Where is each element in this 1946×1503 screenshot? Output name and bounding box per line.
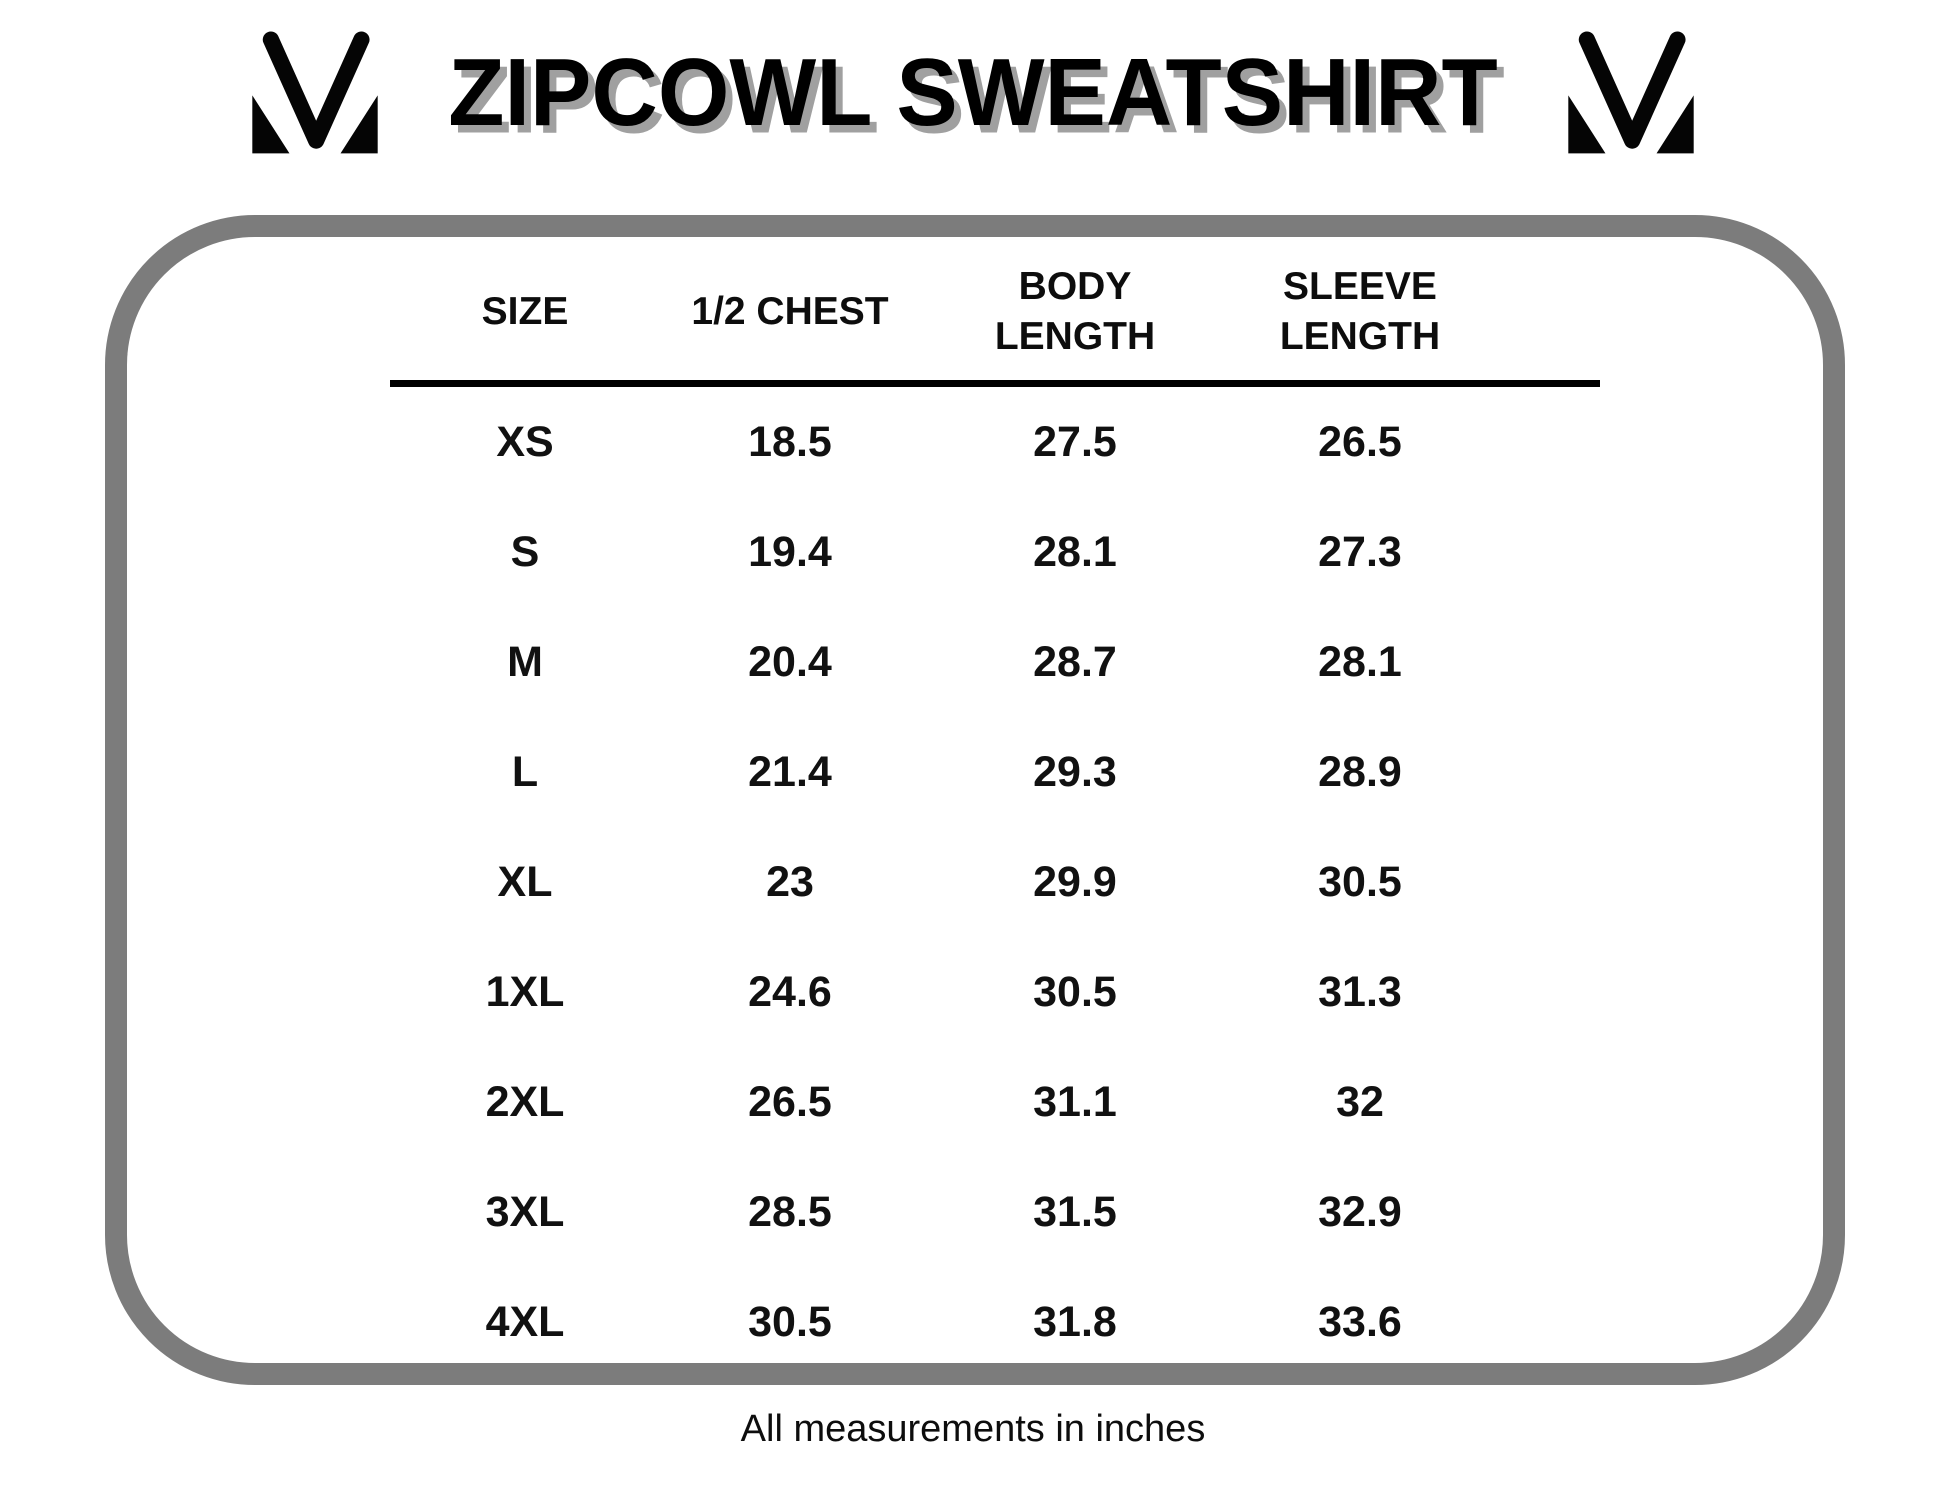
measurement-cell: 30.5 xyxy=(1033,967,1117,1016)
table-row: 1XL 24.6 30.5 31.3 xyxy=(390,937,1600,1047)
measurement-cell: 31.5 xyxy=(1033,1187,1117,1236)
size-label-cell: 2XL xyxy=(485,1077,565,1126)
size-label-cell: 4XL xyxy=(485,1297,565,1346)
size-label-cell: XS xyxy=(496,417,554,466)
measurement-cell: 30.5 xyxy=(1318,857,1402,906)
column-header-text: BODY xyxy=(1018,265,1132,308)
table-row: XS 18.5 27.5 26.5 xyxy=(390,387,1600,497)
measurement-cell: 30.5 xyxy=(748,1297,832,1346)
measurement-cell: 26.5 xyxy=(1318,417,1402,466)
column-header-text: 1/2 CHEST xyxy=(691,290,889,333)
column-header-body-length: BODY LENGTH xyxy=(920,262,1230,362)
measurement-cell: 31.3 xyxy=(1318,967,1402,1016)
size-label-cell: XL xyxy=(497,857,553,906)
measurement-cell: 20.4 xyxy=(748,637,832,686)
measurements-note: All measurements in inches xyxy=(740,1408,1206,1450)
measurement-cell: 24.6 xyxy=(748,967,832,1016)
table-row: 2XL 26.5 31.1 32 xyxy=(390,1047,1600,1157)
measurement-cell: 28.1 xyxy=(1318,637,1402,686)
measurement-cell: 18.5 xyxy=(748,417,832,466)
measurement-cell: 29.3 xyxy=(1033,747,1117,796)
column-header-text: LENGTH xyxy=(994,315,1156,358)
measurement-cell: 31.8 xyxy=(1033,1297,1117,1346)
measurement-cell: 31.1 xyxy=(1033,1077,1117,1126)
size-label-cell: M xyxy=(507,637,543,686)
measurement-cell: 23 xyxy=(766,857,814,906)
measurement-cell: 29.9 xyxy=(1033,857,1117,906)
column-header-half-chest: 1/2 CHEST xyxy=(660,287,920,337)
size-label-cell: S xyxy=(510,527,540,576)
size-label-cell: 3XL xyxy=(485,1187,565,1236)
measurement-cell: 28.7 xyxy=(1033,637,1117,686)
size-chart-box xyxy=(105,215,1845,1385)
size-label-cell: 1XL xyxy=(485,967,565,1016)
brand-m-logo-icon xyxy=(240,28,390,158)
measurement-cell: 19.4 xyxy=(748,527,832,576)
measurement-cell: 21.4 xyxy=(748,747,832,796)
measurement-cell: 32 xyxy=(1336,1077,1384,1126)
column-header-text: SLEEVE xyxy=(1283,265,1437,308)
header-divider-line xyxy=(390,380,1600,387)
table-header-row: SIZE 1/2 CHEST BODY LENGTH SLEEVE LENGTH xyxy=(390,262,1600,362)
measurement-cell: 28.5 xyxy=(748,1187,832,1236)
brand-m-logo-icon xyxy=(1556,28,1706,158)
column-header-text: SIZE xyxy=(481,290,569,333)
measurement-cell: 28.1 xyxy=(1033,527,1117,576)
measurement-cell: 32.9 xyxy=(1318,1187,1402,1236)
column-header-text: LENGTH xyxy=(1279,315,1441,358)
measurement-cell: 26.5 xyxy=(748,1077,832,1126)
table-row: S 19.4 28.1 27.3 xyxy=(390,497,1600,607)
page-title: ZIPCOWL SWEATSHIRT xyxy=(448,39,1498,146)
size-label-cell: L xyxy=(511,747,539,796)
size-table: SIZE 1/2 CHEST BODY LENGTH SLEEVE LENGTH… xyxy=(390,262,1600,1377)
measurement-cell: 33.6 xyxy=(1318,1297,1402,1346)
table-row: M 20.4 28.7 28.1 xyxy=(390,607,1600,717)
table-body: XS 18.5 27.5 26.5 S 19.4 28.1 27.3 M 20.4 28.7 28.1… xyxy=(390,387,1600,1377)
table-row: 4XL 30.5 31.8 33.6 xyxy=(390,1267,1600,1377)
measurement-cell: 28.9 xyxy=(1318,747,1402,796)
column-header-sleeve-length: SLEEVE LENGTH xyxy=(1230,262,1490,362)
header: ZIPCOWL SWEATSHIRT xyxy=(0,18,1946,168)
column-header-size: SIZE xyxy=(390,287,660,337)
table-row: 3XL 28.5 31.5 32.9 xyxy=(390,1157,1600,1267)
measurement-cell: 27.5 xyxy=(1033,417,1117,466)
measurement-cell: 27.3 xyxy=(1318,527,1402,576)
table-row: XL 23 29.9 30.5 xyxy=(390,827,1600,937)
table-row: L 21.4 29.3 28.9 xyxy=(390,717,1600,827)
